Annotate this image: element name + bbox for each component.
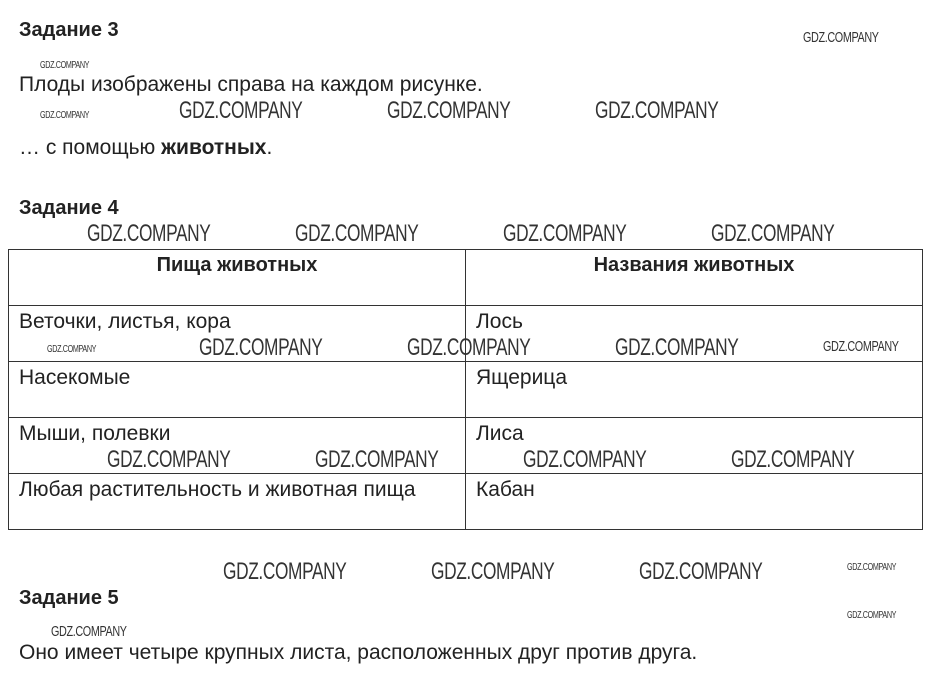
watermark: GDZ.COMPANY [615,334,739,361]
watermark: GDZ.COMPANY [295,220,419,247]
watermark: GDZ.COMPANY [387,97,511,124]
animal-cell: Кабан [465,473,923,530]
watermark: GDZ.COMPANY [407,334,531,361]
task5-title: Задание 5 [19,587,119,609]
watermark: GDZ.COMPANY [639,558,763,585]
watermark: GDZ.COMPANY [803,29,879,46]
watermark: GDZ.COMPANY [315,446,439,473]
task3-title: Задание 3 [19,19,119,41]
watermark: GDZ.COMPANY [199,334,323,361]
watermark: GDZ.COMPANY [847,610,897,621]
watermark: GDZ.COMPANY [51,623,127,640]
watermark: GDZ.COMPANY [40,110,90,121]
animal-cell: Лось [465,305,923,362]
table-row: Мыши, полевки Лиса [8,417,923,474]
watermark: GDZ.COMPANY [847,562,897,573]
watermark: GDZ.COMPANY [40,60,90,71]
watermark: GDZ.COMPANY [47,344,97,355]
table-header-row: Пища животных Названия животных [8,249,923,306]
watermark: GDZ.COMPANY [87,220,211,247]
task5-text: Оно имеет четыре крупных листа, располож… [19,641,698,664]
animal-cell: Лиса [465,417,923,474]
answer-bold: животных [161,136,267,159]
watermark: GDZ.COMPANY [823,338,899,355]
table-row: Любая растительность и животная пища Каб… [8,473,923,530]
food-cell: Любая растительность и животная пища [8,473,466,530]
watermark: GDZ.COMPANY [595,97,719,124]
animal-cell: Ящерица [465,361,923,418]
table-row: Веточки, листья, кора Лось [8,305,923,362]
header-animal: Названия животных [465,249,923,306]
watermark: GDZ.COMPANY [711,220,835,247]
task3-answer: … с помощью животных. [19,136,272,160]
watermark: GDZ.COMPANY [179,97,303,124]
watermark: GDZ.COMPANY [431,558,555,585]
task4-title: Задание 4 [19,197,119,219]
task3-text: Плоды изображены справа на каждом рисунк… [19,73,483,96]
answer-prefix: … с помощью [19,136,162,159]
header-food: Пища животных [8,249,466,306]
food-cell: Насекомые [8,361,466,418]
watermark: GDZ.COMPANY [731,446,855,473]
watermark: GDZ.COMPANY [503,220,627,247]
food-cell: Веточки, листья, кора [8,305,466,362]
watermark: GDZ.COMPANY [523,446,647,473]
watermark: GDZ.COMPANY [223,558,347,585]
table-row: Насекомые Ящерица [8,361,923,418]
animals-food-table: Пища животных Названия животных Веточки,… [8,249,923,530]
answer-suffix: . [266,136,273,159]
watermark: GDZ.COMPANY [107,446,231,473]
